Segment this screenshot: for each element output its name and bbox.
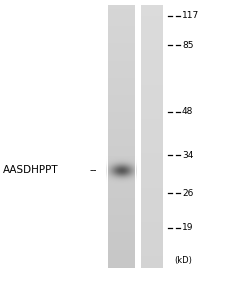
Text: AASDHPPT: AASDHPPT [3, 165, 59, 175]
Text: --: -- [90, 165, 98, 175]
Text: 19: 19 [182, 224, 193, 232]
Text: 26: 26 [182, 188, 193, 197]
Text: 85: 85 [182, 40, 193, 50]
Text: 117: 117 [182, 11, 199, 20]
Text: 34: 34 [182, 151, 193, 160]
Text: 48: 48 [182, 107, 193, 116]
Text: (kD): (kD) [174, 256, 192, 265]
